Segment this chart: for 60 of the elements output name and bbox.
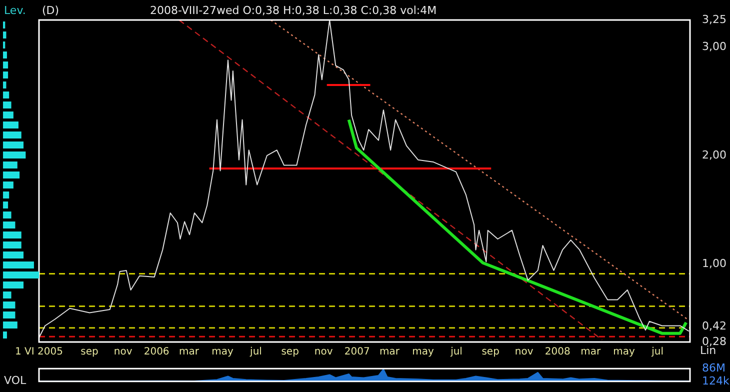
y-tick-label: 2,00: [702, 148, 726, 162]
x-tick-label: 2007: [344, 346, 370, 358]
bar: [3, 112, 14, 118]
bar: [3, 282, 24, 288]
x-tick-label: 2006: [144, 346, 170, 358]
chart-title: (D): [42, 4, 60, 17]
x-tick-label: sep: [281, 346, 299, 358]
y-tick-label: 1,00: [702, 256, 726, 270]
x-tick-label: nov: [314, 346, 333, 358]
x-tick-label: mar: [580, 346, 602, 358]
bar: [3, 72, 8, 78]
bar: [3, 132, 22, 138]
y-tick-label: 3,25: [702, 12, 726, 26]
x-tick-label: may: [412, 346, 434, 358]
bar: [3, 322, 18, 328]
bar: [3, 172, 20, 178]
bar: [3, 332, 7, 338]
bar: [3, 302, 16, 308]
bar: [3, 122, 18, 128]
bar: [3, 232, 22, 238]
x-tick-label: sep: [80, 346, 98, 358]
bar: [3, 252, 24, 258]
x-tick-label: mar: [178, 346, 200, 358]
x-tick-label: 1 VI 2005: [15, 346, 63, 358]
x-tick-label: may: [212, 346, 234, 358]
bar: [3, 52, 7, 58]
x-tick-label: nov: [114, 346, 132, 358]
x-tick-label: 2008: [544, 346, 570, 358]
x-tick-label: jul: [249, 346, 262, 358]
bar: [3, 192, 10, 198]
bar: [3, 262, 34, 268]
bar: [3, 242, 22, 248]
y-tick-label: 86M: [702, 361, 726, 374]
bar: [3, 162, 18, 168]
bar: [3, 202, 8, 208]
bar: [3, 312, 16, 318]
bar: [3, 82, 6, 88]
x-tick-label: jul: [450, 346, 462, 358]
bar: [3, 32, 6, 38]
y-tick-label: 3,00: [702, 40, 726, 53]
x-tick-label: may: [613, 346, 636, 358]
bar: [3, 212, 12, 218]
y-tick-label: 124k: [702, 374, 730, 388]
y-tick-label: 0,42: [702, 320, 726, 333]
bar: [3, 222, 16, 228]
bar: [3, 142, 24, 148]
x-tick-label: nov: [514, 346, 534, 358]
bar: [3, 92, 10, 98]
text: Lev.: [4, 4, 26, 17]
chart-subtitle: 2008-VIII-27wed O:0,38 H:0,38 L:0,38 C:0,38 vol:4M: [150, 4, 437, 17]
x-tick-label: mar: [380, 346, 400, 358]
bar: [3, 152, 26, 158]
x-tick-label: jul: [650, 346, 664, 358]
x-tick-label: sep: [482, 346, 500, 358]
bar: [3, 102, 12, 108]
bar: [3, 272, 39, 278]
bar: [3, 62, 8, 68]
bar: [3, 292, 12, 298]
text: VOL: [4, 374, 26, 387]
bar: [3, 182, 14, 188]
